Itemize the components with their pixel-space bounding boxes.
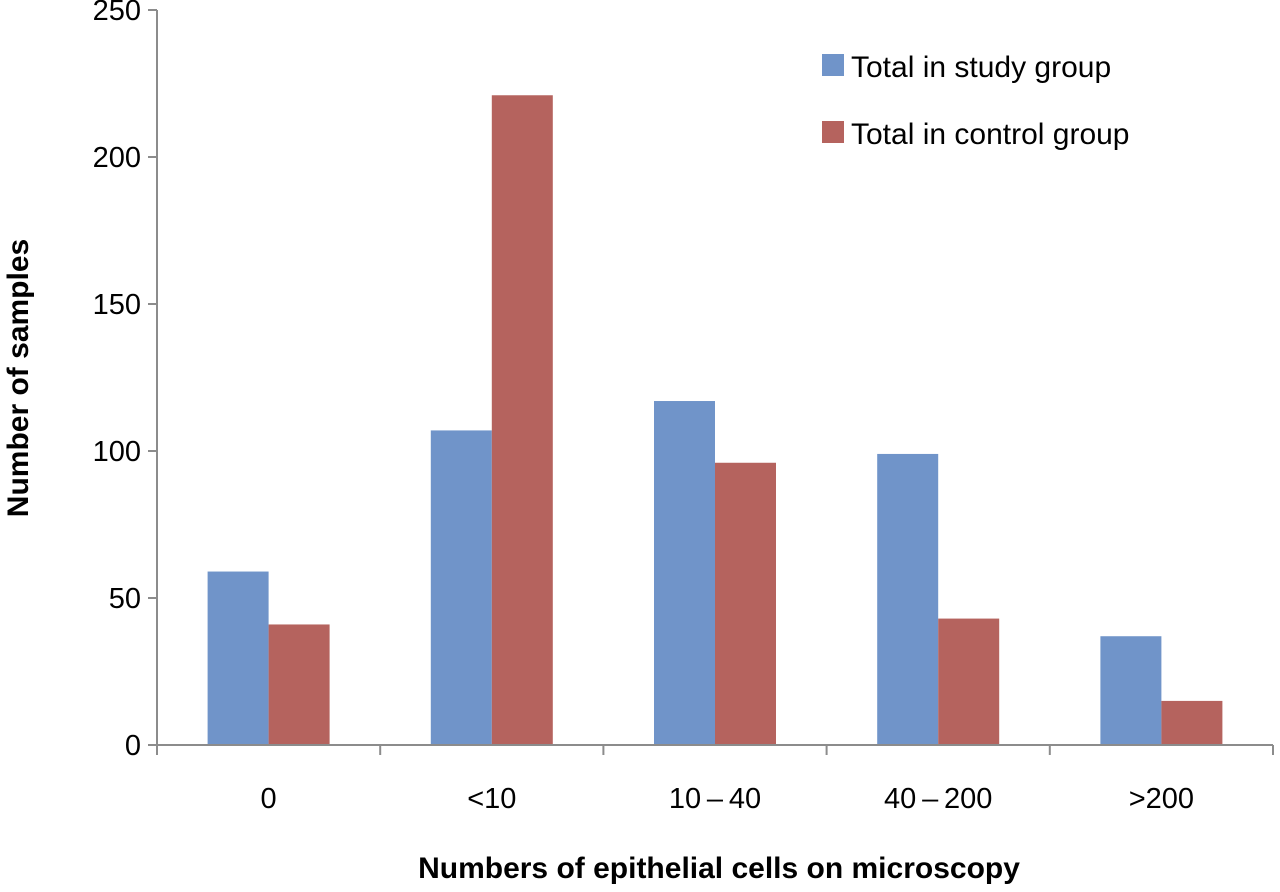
bar-study-1 — [430, 430, 492, 745]
y-tick-label: 100 — [93, 436, 141, 468]
y-tick-label: 0 — [125, 730, 141, 762]
y-tick-label: 50 — [109, 583, 141, 615]
bars-layer — [207, 95, 1223, 745]
y-axis-ticks: 0 50 100 150 200 250 — [93, 0, 157, 762]
legend-swatch — [822, 54, 844, 76]
axes-layer — [148, 10, 1273, 746]
bar-control-1 — [491, 95, 553, 745]
x-axis-title: Numbers of epithelial cells on microscop… — [418, 852, 1020, 885]
x-tick-label: <10 — [467, 783, 516, 815]
y-axis-title: Number of samples — [2, 239, 35, 517]
bar-control-0 — [268, 624, 330, 745]
bar-study-2 — [654, 401, 715, 745]
x-axis-ticks: 0 <10 10 – 40 40 – 200 >200 — [156, 745, 1274, 815]
bar-control-4 — [1161, 700, 1223, 745]
bar-study-3 — [877, 453, 939, 745]
y-tick-label: 250 — [93, 0, 141, 27]
x-tick-label: 10 – 40 — [669, 783, 761, 815]
legend: Total in study group Total in control gro… — [822, 51, 1130, 151]
legend-label: Total in control group — [851, 118, 1130, 151]
legend-swatch — [822, 121, 844, 143]
bar-study-4 — [1100, 636, 1162, 745]
bar-control-2 — [715, 462, 776, 745]
y-tick-label: 200 — [93, 142, 141, 174]
x-tick-label: 40 – 200 — [884, 783, 992, 815]
bar-study-0 — [207, 571, 269, 745]
x-tick-label: 0 — [261, 783, 277, 815]
x-tick-label: >200 — [1129, 783, 1194, 815]
legend-label: Total in study group — [851, 51, 1111, 84]
y-tick-label: 150 — [93, 289, 141, 321]
bar-control-3 — [938, 618, 1000, 745]
